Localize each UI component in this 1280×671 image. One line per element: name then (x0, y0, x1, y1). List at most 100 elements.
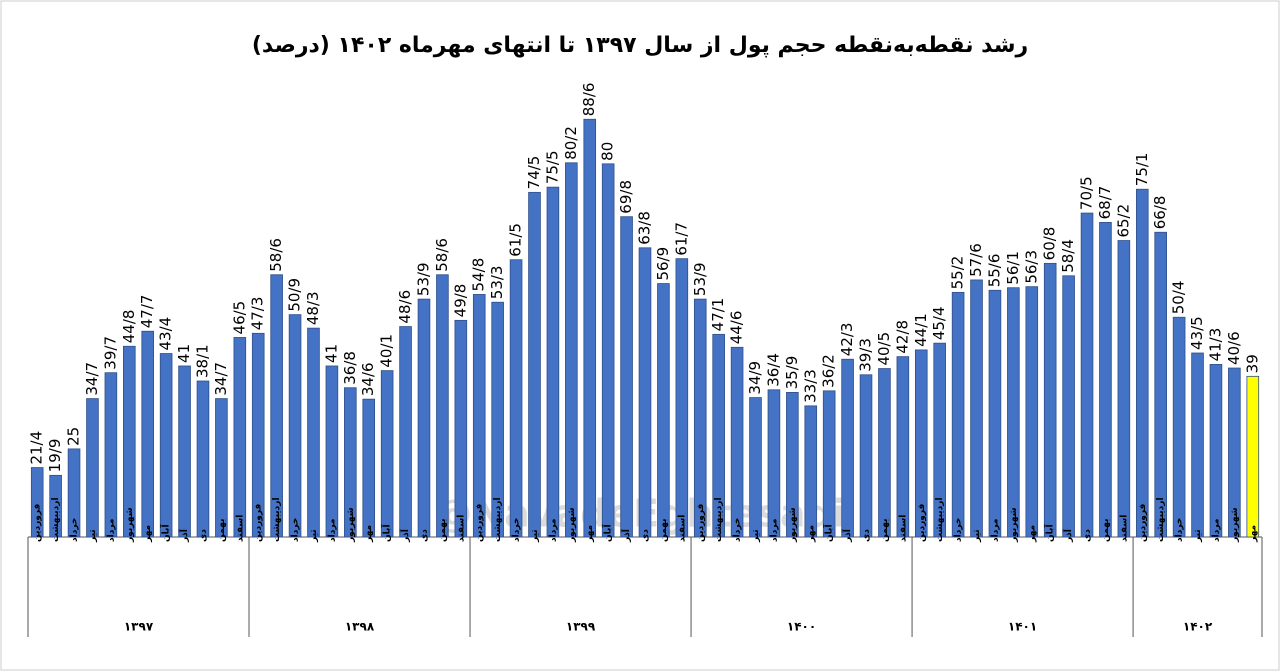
x-tick-label: مهر (1248, 525, 1258, 543)
value-label: 43/5 (1188, 316, 1206, 350)
group-label: ۱۳۹۹ (566, 620, 596, 634)
x-tick-label: مرداد (769, 519, 779, 543)
x-tick-label: مرداد (1211, 519, 1221, 543)
bar (749, 397, 762, 538)
bar (1191, 352, 1204, 538)
x-tick-label: خرداد (291, 518, 301, 542)
bar (399, 326, 412, 538)
bar (1117, 240, 1131, 538)
value-label: 57/6 (967, 243, 985, 277)
bar (730, 346, 744, 538)
bar (841, 358, 854, 538)
x-tick-label: بهمن (438, 519, 448, 542)
value-label: 50/4 (1170, 281, 1188, 315)
bar (896, 356, 910, 538)
bar (1062, 275, 1075, 538)
x-tick-label: آبان (602, 524, 614, 542)
x-tick-label: مرداد (548, 519, 558, 543)
x-tick-label: دی (641, 529, 651, 542)
bar (30, 467, 44, 538)
bar (1043, 262, 1057, 538)
value-label: 53/3 (488, 266, 506, 300)
x-tick-label: شهریور (1230, 507, 1240, 543)
x-tick-label: فروردین (917, 504, 927, 542)
bar (472, 294, 486, 538)
x-tick-label: دی (419, 529, 429, 542)
value-label: 41 (175, 344, 193, 363)
x-tick-label: مهر (143, 525, 153, 543)
value-label: 40/5 (875, 332, 893, 366)
group-label: ۱۴۰۲ (1183, 620, 1213, 634)
x-tick-label: شهریور (125, 507, 135, 543)
bar (675, 258, 689, 538)
value-label: 63/8 (636, 211, 654, 245)
value-label: 50/9 (286, 278, 304, 312)
bar (1154, 231, 1167, 538)
value-label: 46/5 (230, 301, 248, 335)
bar (970, 279, 983, 538)
x-tick-label: بهمن (1101, 519, 1111, 542)
value-label: 34/7 (212, 362, 230, 396)
value-label: 36/2 (820, 354, 838, 388)
x-tick-label: مرداد (327, 519, 337, 543)
value-label: 34/6 (359, 362, 377, 396)
x-tick-label: خرداد (733, 518, 743, 542)
value-label: 53/9 (414, 262, 432, 296)
bar (767, 389, 781, 538)
bar (380, 370, 394, 538)
value-label: 61/7 (672, 222, 690, 256)
value-label: 43/4 (157, 317, 175, 351)
value-label: 58/6 (433, 238, 451, 272)
value-label: 68/7 (1096, 186, 1114, 220)
bar (1080, 212, 1094, 538)
bar (786, 391, 799, 538)
bar (67, 448, 81, 538)
x-tick-label: مهر (806, 525, 816, 543)
bar (1099, 221, 1112, 538)
bar (196, 380, 210, 538)
bar (344, 387, 357, 538)
x-tick-label: آذر (841, 528, 853, 543)
value-label: 58/4 (1059, 239, 1077, 273)
bar (804, 405, 818, 538)
value-label: 55/6 (985, 254, 1003, 288)
value-label: 74/5 (525, 156, 543, 190)
bar (233, 337, 247, 538)
value-label: 42/3 (838, 323, 856, 357)
x-tick-label: شهریور (788, 507, 798, 543)
x-tick-label: بهمن (217, 519, 227, 542)
group-label: ۱۴۰۱ (1008, 620, 1037, 634)
x-tick-label: خرداد (512, 518, 522, 542)
bar (86, 398, 99, 538)
bar (638, 247, 652, 538)
bar (878, 368, 891, 538)
x-tick-label: شهریور (346, 507, 356, 543)
value-label: 65/2 (1114, 204, 1132, 238)
bar (270, 274, 283, 538)
value-label: 58/6 (267, 238, 285, 272)
x-tick-label: تیر (1193, 529, 1203, 543)
value-label: 39 (1243, 354, 1261, 373)
value-label: 56/9 (654, 247, 672, 281)
bar (215, 398, 228, 538)
bar (141, 330, 155, 538)
bar (1172, 316, 1186, 538)
x-tick-label: اردیبهشت (714, 497, 724, 542)
value-label: 21/4 (28, 431, 46, 465)
bar (1209, 364, 1223, 538)
value-label: 49/8 (451, 284, 469, 318)
value-label: 56/3 (1022, 250, 1040, 284)
x-tick-label: فروردین (696, 504, 706, 542)
value-label: 41 (322, 344, 340, 363)
value-label: 66/8 (1151, 196, 1169, 230)
group-label: ۱۳۹۷ (124, 620, 154, 634)
bar (288, 314, 302, 538)
bar (178, 365, 191, 538)
bar (251, 332, 265, 538)
value-label: 38/1 (193, 344, 211, 378)
value-label: 34/7 (83, 362, 101, 396)
value-label: 42/8 (893, 320, 911, 354)
bar (951, 291, 965, 538)
bar (362, 398, 376, 538)
value-label: 40/1 (378, 334, 396, 368)
